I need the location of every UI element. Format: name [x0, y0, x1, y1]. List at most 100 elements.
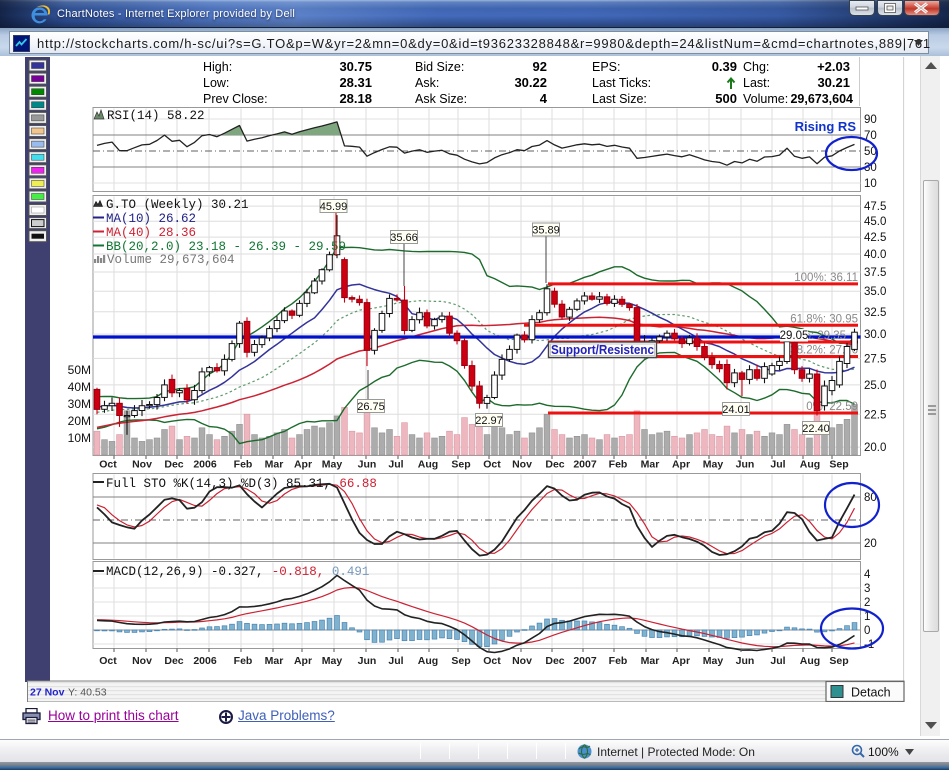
- svg-text:Last Ticks:: Last Ticks:: [592, 76, 651, 90]
- svg-text:10: 10: [864, 178, 877, 190]
- svg-text:30M: 30M: [68, 397, 91, 411]
- svg-text:28.31: 28.31: [339, 75, 372, 90]
- svg-text:Feb: Feb: [609, 459, 628, 471]
- svg-text:Nov: Nov: [512, 459, 532, 471]
- svg-text:Feb: Feb: [609, 655, 628, 667]
- svg-text:Mar: Mar: [265, 459, 284, 471]
- svg-text:Jun: Jun: [736, 459, 755, 471]
- svg-text:Bid Size:: Bid Size:: [415, 60, 464, 74]
- svg-text:G.TO (Weekly) 30.21: G.TO (Weekly) 30.21: [106, 198, 249, 212]
- svg-text:Oct: Oct: [99, 655, 117, 667]
- svg-text:35.89: 35.89: [532, 225, 560, 237]
- svg-text:2006: 2006: [193, 655, 217, 667]
- svg-text:32.5: 32.5: [864, 307, 886, 319]
- svg-text:42.5: 42.5: [864, 232, 886, 244]
- svg-text:Prev Close:: Prev Close:: [203, 92, 268, 106]
- svg-text:Feb: Feb: [234, 655, 253, 667]
- svg-text:Mar: Mar: [641, 655, 660, 667]
- svg-text:Jun: Jun: [736, 655, 755, 667]
- svg-text:500: 500: [715, 91, 737, 106]
- svg-text:BB(20,2.0) 23.18 - 26.39 - 29.: BB(20,2.0) 23.18 - 26.39 - 29.59: [106, 240, 346, 254]
- svg-text:EPS:: EPS:: [592, 60, 621, 74]
- svg-text:Last:: Last:: [743, 76, 770, 90]
- svg-text:92: 92: [533, 59, 547, 74]
- svg-text:10M: 10M: [68, 431, 91, 445]
- svg-text:20M: 20M: [68, 414, 91, 428]
- svg-text:2: 2: [864, 597, 870, 609]
- svg-text:Jul: Jul: [388, 459, 403, 471]
- svg-text:Sep: Sep: [451, 655, 470, 667]
- svg-text:61.8%: 30.95: 61.8%: 30.95: [790, 314, 858, 326]
- svg-text:24.01: 24.01: [722, 404, 750, 416]
- svg-text:May: May: [703, 459, 724, 471]
- svg-text:Nov: Nov: [132, 655, 152, 667]
- svg-text:40.0: 40.0: [864, 249, 886, 261]
- svg-text:4: 4: [864, 569, 871, 581]
- svg-text:45.99: 45.99: [320, 201, 348, 213]
- svg-text:Support/Resistenc: Support/Resistenc: [551, 342, 654, 357]
- svg-text:2006: 2006: [193, 459, 217, 471]
- svg-text:25.0: 25.0: [864, 380, 886, 392]
- svg-text:30: 30: [864, 162, 877, 174]
- svg-text:2007: 2007: [573, 459, 597, 471]
- svg-text:Dec: Dec: [164, 655, 183, 667]
- svg-text:Oct: Oct: [483, 655, 501, 667]
- svg-text:Apr: Apr: [672, 459, 690, 471]
- svg-text:Ask:: Ask:: [415, 76, 439, 90]
- svg-text:Jul: Jul: [388, 655, 403, 667]
- svg-text:Detach: Detach: [851, 686, 891, 700]
- svg-text:20.0: 20.0: [864, 442, 886, 454]
- svg-text:Jul: Jul: [770, 655, 785, 667]
- svg-text:22.40: 22.40: [802, 423, 830, 435]
- svg-text:37.5: 37.5: [864, 267, 886, 279]
- svg-text:MACD(12,26,9) -0.327,: MACD(12,26,9) -0.327,: [106, 565, 264, 579]
- svg-text:Apr: Apr: [672, 655, 690, 667]
- svg-text:Jul: Jul: [770, 459, 785, 471]
- svg-text:2007: 2007: [573, 655, 597, 667]
- svg-text:100%: 36.11: 100%: 36.11: [794, 272, 858, 284]
- svg-text:Full STO %K(14,3) %D(3) 85.31,: Full STO %K(14,3) %D(3) 85.31,: [106, 477, 331, 491]
- svg-text:30.21: 30.21: [817, 75, 850, 90]
- svg-text:45.0: 45.0: [864, 216, 886, 228]
- svg-text:Aug: Aug: [418, 655, 438, 667]
- svg-text:Low:: Low:: [203, 76, 229, 90]
- svg-text:20: 20: [864, 538, 877, 550]
- svg-text:35.0: 35.0: [864, 286, 886, 298]
- svg-text:Aug: Aug: [800, 655, 820, 667]
- svg-text:Nov: Nov: [512, 655, 532, 667]
- svg-text:0.491: 0.491: [332, 565, 370, 579]
- svg-text:47.5: 47.5: [864, 201, 886, 213]
- svg-text:Dec: Dec: [545, 459, 564, 471]
- svg-text:Feb: Feb: [234, 459, 253, 471]
- svg-text:3: 3: [864, 583, 870, 595]
- svg-text:Oct: Oct: [483, 459, 501, 471]
- svg-text:27.5: 27.5: [864, 353, 886, 365]
- svg-text:-0.818,: -0.818,: [272, 565, 325, 579]
- svg-text:50: 50: [864, 146, 877, 158]
- svg-text:Jun: Jun: [358, 459, 377, 471]
- svg-text:Aug: Aug: [800, 459, 820, 471]
- svg-text:38.2%: 27.76: 38.2%: 27.76: [790, 345, 858, 357]
- svg-text:Y: 40.53: Y: 40.53: [68, 687, 107, 699]
- svg-text:30.75: 30.75: [339, 59, 372, 74]
- svg-text:Rising RS: Rising RS: [795, 119, 857, 134]
- svg-text:29.05: 29.05: [780, 330, 809, 342]
- svg-text:Jun: Jun: [358, 655, 377, 667]
- svg-text:Volume 29,673,604: Volume 29,673,604: [107, 253, 235, 267]
- svg-text:Mar: Mar: [265, 655, 284, 667]
- svg-text:90: 90: [864, 114, 877, 126]
- svg-text:Apr: Apr: [294, 459, 312, 471]
- svg-text:26.75: 26.75: [357, 401, 385, 413]
- svg-text:35.66: 35.66: [390, 232, 418, 244]
- svg-text:High:: High:: [203, 60, 232, 74]
- svg-text:Aug: Aug: [418, 459, 438, 471]
- svg-text:Oct: Oct: [99, 459, 117, 471]
- svg-text:50M: 50M: [68, 363, 91, 377]
- svg-text:40M: 40M: [68, 380, 91, 394]
- svg-text:May: May: [322, 655, 343, 667]
- svg-text:1: 1: [864, 611, 870, 623]
- svg-text:Dec: Dec: [164, 459, 183, 471]
- svg-text:0: 0: [864, 625, 870, 637]
- svg-text:70: 70: [864, 130, 877, 142]
- svg-text:RSI(14) 58.22: RSI(14) 58.22: [107, 109, 205, 123]
